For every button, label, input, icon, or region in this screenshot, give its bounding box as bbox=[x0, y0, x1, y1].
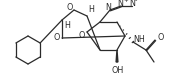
Text: OH: OH bbox=[112, 66, 124, 75]
Text: H: H bbox=[64, 22, 70, 30]
Text: O: O bbox=[79, 30, 85, 39]
Text: O: O bbox=[157, 34, 163, 43]
Text: N: N bbox=[105, 4, 111, 13]
Text: N: N bbox=[129, 0, 135, 8]
Polygon shape bbox=[116, 50, 118, 62]
Text: NH: NH bbox=[133, 36, 145, 45]
Text: +: + bbox=[123, 0, 128, 3]
Text: -: - bbox=[135, 0, 137, 3]
Text: O: O bbox=[67, 4, 73, 13]
Text: O: O bbox=[54, 34, 60, 43]
Text: H: H bbox=[88, 5, 94, 15]
Text: N: N bbox=[117, 0, 123, 8]
